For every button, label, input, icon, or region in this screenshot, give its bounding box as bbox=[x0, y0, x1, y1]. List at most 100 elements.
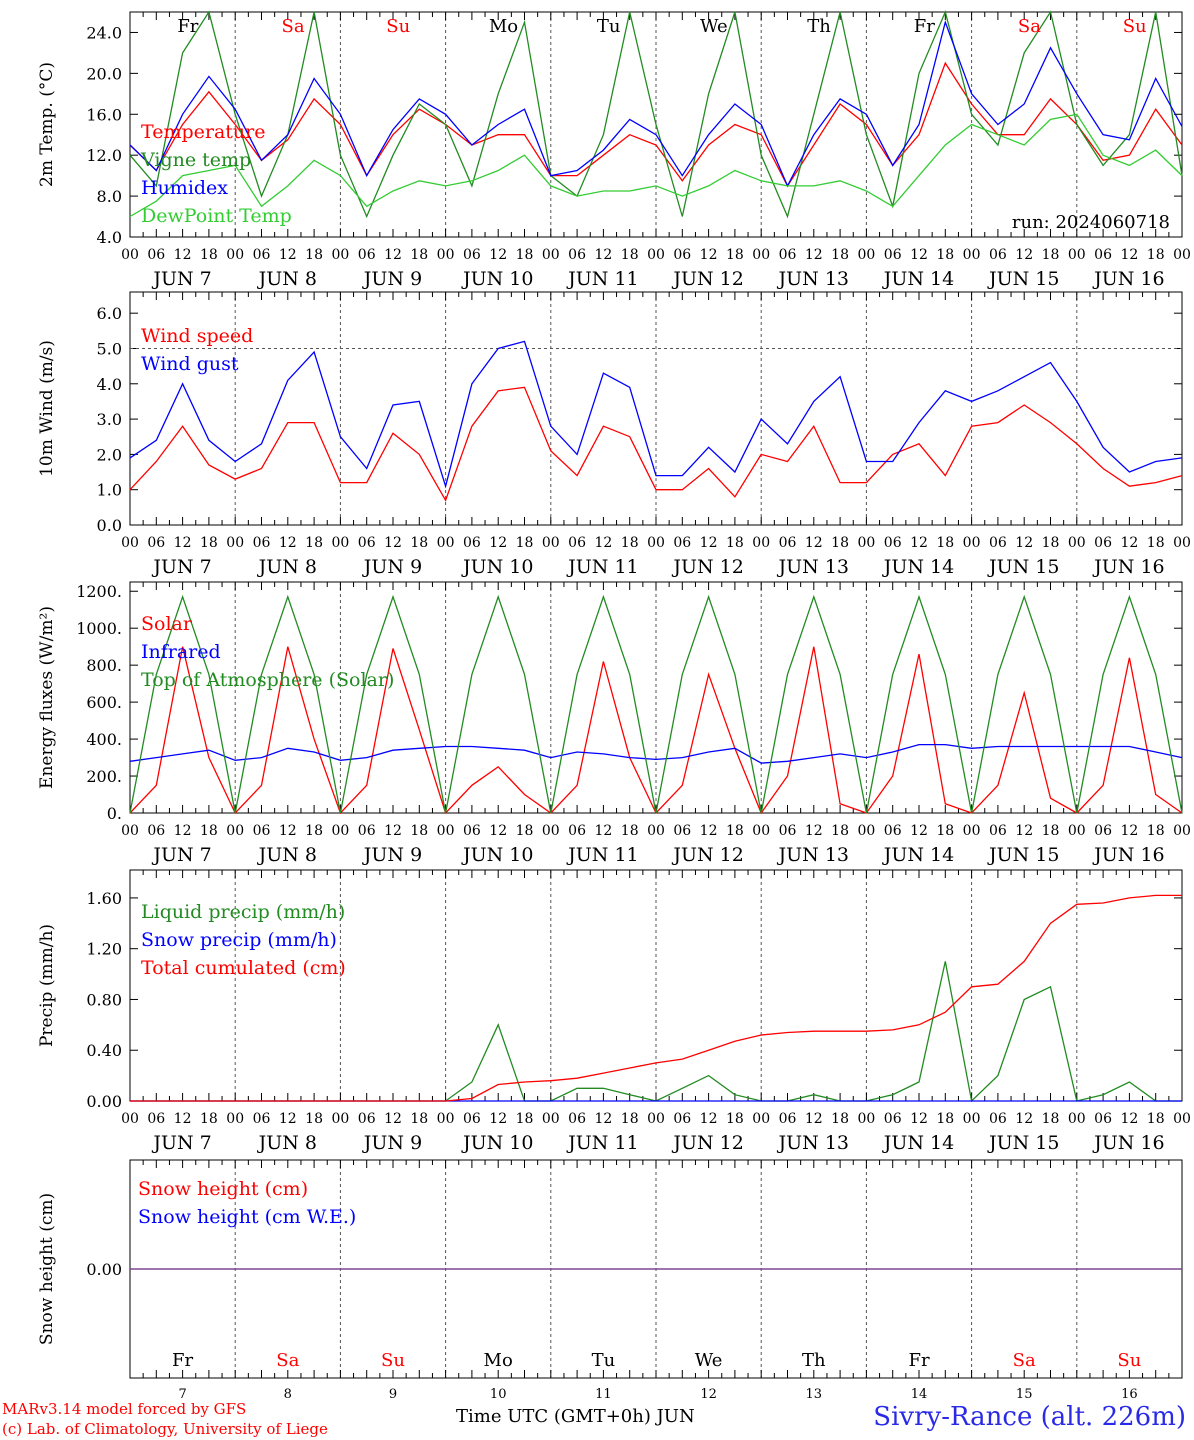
hour-tick-label: 00 bbox=[752, 1111, 770, 1127]
series-line bbox=[129, 340, 1183, 489]
hour-tick-label: 18 bbox=[1042, 1111, 1060, 1127]
credit-line-1: MARv3.14 model forced by GFS bbox=[2, 1400, 247, 1418]
hour-tick-label: 18 bbox=[410, 1111, 428, 1127]
day-label: JUN 16 bbox=[1092, 556, 1164, 578]
hour-tick-label: 12 bbox=[174, 535, 192, 551]
weekday-label: Fr bbox=[172, 1350, 193, 1371]
hour-tick-label: 12 bbox=[594, 535, 612, 551]
day-label: JUN 8 bbox=[257, 556, 317, 578]
day-number-label: 8 bbox=[284, 1387, 292, 1402]
hour-tick-label: 00 bbox=[647, 247, 665, 263]
hour-tick-label: 06 bbox=[147, 535, 165, 551]
weekday-label: Sa bbox=[276, 1350, 299, 1371]
y-tick-label: 0.00 bbox=[86, 1260, 122, 1279]
y-tick-label: 1200. bbox=[76, 582, 122, 601]
legend-entry: Wind speed bbox=[141, 325, 253, 347]
hour-tick-label: 12 bbox=[384, 1111, 402, 1127]
weekday-label: Th bbox=[802, 1350, 826, 1371]
hour-tick-label: 18 bbox=[936, 247, 954, 263]
y-tick-label: 600. bbox=[86, 693, 122, 712]
hour-tick-label: 18 bbox=[726, 1111, 744, 1127]
hour-tick-label: 00 bbox=[752, 823, 770, 839]
day-label: JUN 16 bbox=[1092, 844, 1164, 866]
y-tick-label: 3.0 bbox=[97, 410, 122, 429]
hour-tick-label: 00 bbox=[1173, 247, 1191, 263]
day-number-label: 7 bbox=[178, 1387, 186, 1402]
hour-tick-label: 06 bbox=[1094, 823, 1112, 839]
series-line bbox=[129, 20, 1183, 188]
hour-tick-label: 18 bbox=[726, 535, 744, 551]
weekday-label: Mo bbox=[484, 1350, 513, 1371]
hour-tick-label: 18 bbox=[831, 247, 849, 263]
day-label: JUN 8 bbox=[257, 268, 317, 290]
hour-tick-label: 12 bbox=[910, 1111, 928, 1127]
weekday-label: Su bbox=[386, 16, 410, 37]
hour-tick-label: 06 bbox=[779, 823, 797, 839]
day-label: JUN 12 bbox=[671, 556, 743, 578]
hour-tick-label: 18 bbox=[200, 1111, 218, 1127]
legend-entry: Humidex bbox=[141, 177, 228, 199]
y-tick-label: 200. bbox=[86, 767, 122, 786]
hour-tick-label: 12 bbox=[279, 1111, 297, 1127]
hour-tick-label: 06 bbox=[463, 823, 481, 839]
y-tick-label: 6.0 bbox=[97, 304, 122, 323]
hour-tick-label: 18 bbox=[936, 535, 954, 551]
day-label: JUN 15 bbox=[987, 556, 1059, 578]
hour-tick-label: 00 bbox=[121, 535, 139, 551]
day-label: JUN 15 bbox=[987, 1132, 1059, 1154]
hour-tick-label: 00 bbox=[1173, 535, 1191, 551]
y-axis-label: Snow height (cm) bbox=[37, 1193, 57, 1345]
day-label: JUN 14 bbox=[882, 268, 954, 290]
series-line bbox=[129, 9, 1183, 219]
hour-tick-label: 06 bbox=[1094, 535, 1112, 551]
hour-tick-label: 06 bbox=[568, 1111, 586, 1127]
y-tick-label: 5.0 bbox=[97, 339, 122, 358]
hour-tick-label: 00 bbox=[1173, 823, 1191, 839]
hour-tick-label: 00 bbox=[437, 535, 455, 551]
hour-tick-label: 18 bbox=[726, 247, 744, 263]
hour-tick-label: 00 bbox=[331, 247, 349, 263]
hour-tick-label: 18 bbox=[621, 247, 639, 263]
hour-tick-label: 06 bbox=[673, 1111, 691, 1127]
day-label: JUN 15 bbox=[987, 844, 1059, 866]
y-tick-label: 400. bbox=[86, 730, 122, 749]
hour-tick-label: 06 bbox=[463, 247, 481, 263]
series-line bbox=[129, 113, 1183, 218]
hour-tick-label: 18 bbox=[200, 823, 218, 839]
day-label: JUN 10 bbox=[461, 268, 533, 290]
hour-tick-label: 00 bbox=[437, 247, 455, 263]
y-tick-label: 2.0 bbox=[97, 445, 122, 464]
y-tick-label: 0.40 bbox=[86, 1041, 122, 1060]
weekday-label: Fr bbox=[177, 16, 198, 37]
hour-tick-label: 18 bbox=[305, 535, 323, 551]
hour-tick-label: 18 bbox=[516, 247, 534, 263]
day-label: JUN 11 bbox=[566, 844, 638, 866]
hour-tick-label: 06 bbox=[884, 247, 902, 263]
day-label: JUN 7 bbox=[151, 1132, 211, 1154]
hour-tick-label: 12 bbox=[1120, 1111, 1138, 1127]
legend-entry: Top of Atmosphere (Solar) bbox=[141, 669, 394, 691]
hour-tick-label: 18 bbox=[831, 823, 849, 839]
hour-tick-label: 12 bbox=[594, 823, 612, 839]
day-label: JUN 7 bbox=[151, 844, 211, 866]
hour-tick-label: 00 bbox=[857, 535, 875, 551]
day-label: JUN 13 bbox=[777, 844, 849, 866]
hour-tick-label: 18 bbox=[621, 1111, 639, 1127]
hour-tick-label: 00 bbox=[963, 247, 981, 263]
hour-tick-label: 12 bbox=[1015, 535, 1033, 551]
weekday-label: Tu bbox=[592, 1350, 616, 1371]
day-label: JUN 8 bbox=[257, 1132, 317, 1154]
hour-tick-label: 12 bbox=[910, 535, 928, 551]
day-number-label: 14 bbox=[911, 1387, 928, 1402]
hour-tick-label: 00 bbox=[1068, 535, 1086, 551]
y-tick-label: 0.80 bbox=[86, 990, 122, 1009]
legend-entry: Liquid precip (mm/h) bbox=[141, 901, 345, 923]
hour-tick-label: 12 bbox=[700, 247, 718, 263]
hour-tick-label: 00 bbox=[1068, 247, 1086, 263]
hour-tick-label: 18 bbox=[621, 535, 639, 551]
weekday-label: We bbox=[700, 16, 728, 37]
hour-tick-label: 00 bbox=[857, 1111, 875, 1127]
series-line bbox=[129, 594, 1183, 814]
hour-tick-label: 00 bbox=[963, 535, 981, 551]
hour-tick-label: 12 bbox=[700, 823, 718, 839]
